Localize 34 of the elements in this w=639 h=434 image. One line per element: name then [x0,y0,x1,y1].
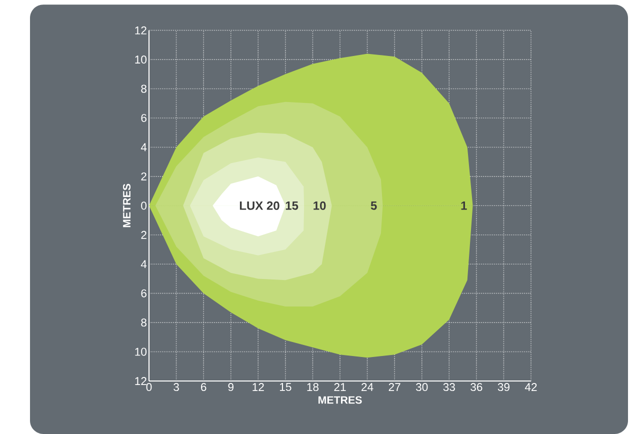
series-label: 5 [370,201,377,210]
x-tick-label: 30 [416,383,428,392]
y-tick-label: 0 [141,202,147,210]
x-tick-label: 15 [280,383,292,391]
x-tick-label: 6 [201,383,206,392]
y-tick-label: 12 [135,26,146,34]
y-tick-label: 4 [140,260,147,268]
y-tick-label: 8 [141,84,146,93]
x-tick-label: 33 [443,383,455,392]
series-label: 10 [314,201,326,210]
x-tick-label: 42 [524,383,537,391]
x-tick-label: 36 [470,383,482,392]
y-tick-label: 8 [141,318,146,327]
x-axis-title: METRES [318,396,362,404]
y-tick-label: 6 [141,114,146,122]
series-label: LUX 20 [240,201,280,210]
series-label: 15 [286,201,298,210]
y-tick-label: 2 [141,172,146,180]
y-tick-label: 10 [135,56,147,64]
y-axis-title: METRES [122,184,131,228]
x-tick-label: 3 [174,383,179,392]
y-tick-label: 6 [141,289,146,298]
y-tick-label: 12 [135,377,146,385]
x-tick-label: 18 [307,383,319,392]
series-label: 1 [461,202,467,210]
y-tick-label: 4 [140,143,147,152]
x-tick-label: 24 [362,383,374,391]
x-tick-label: 21 [334,383,346,391]
x-tick-label: 9 [228,383,234,392]
y-tick-label: 10 [135,348,147,356]
x-tick-label: 27 [388,383,400,391]
x-tick-label: 12 [252,383,264,391]
y-tick-label: 2 [141,230,146,239]
x-tick-label: 39 [498,383,510,392]
